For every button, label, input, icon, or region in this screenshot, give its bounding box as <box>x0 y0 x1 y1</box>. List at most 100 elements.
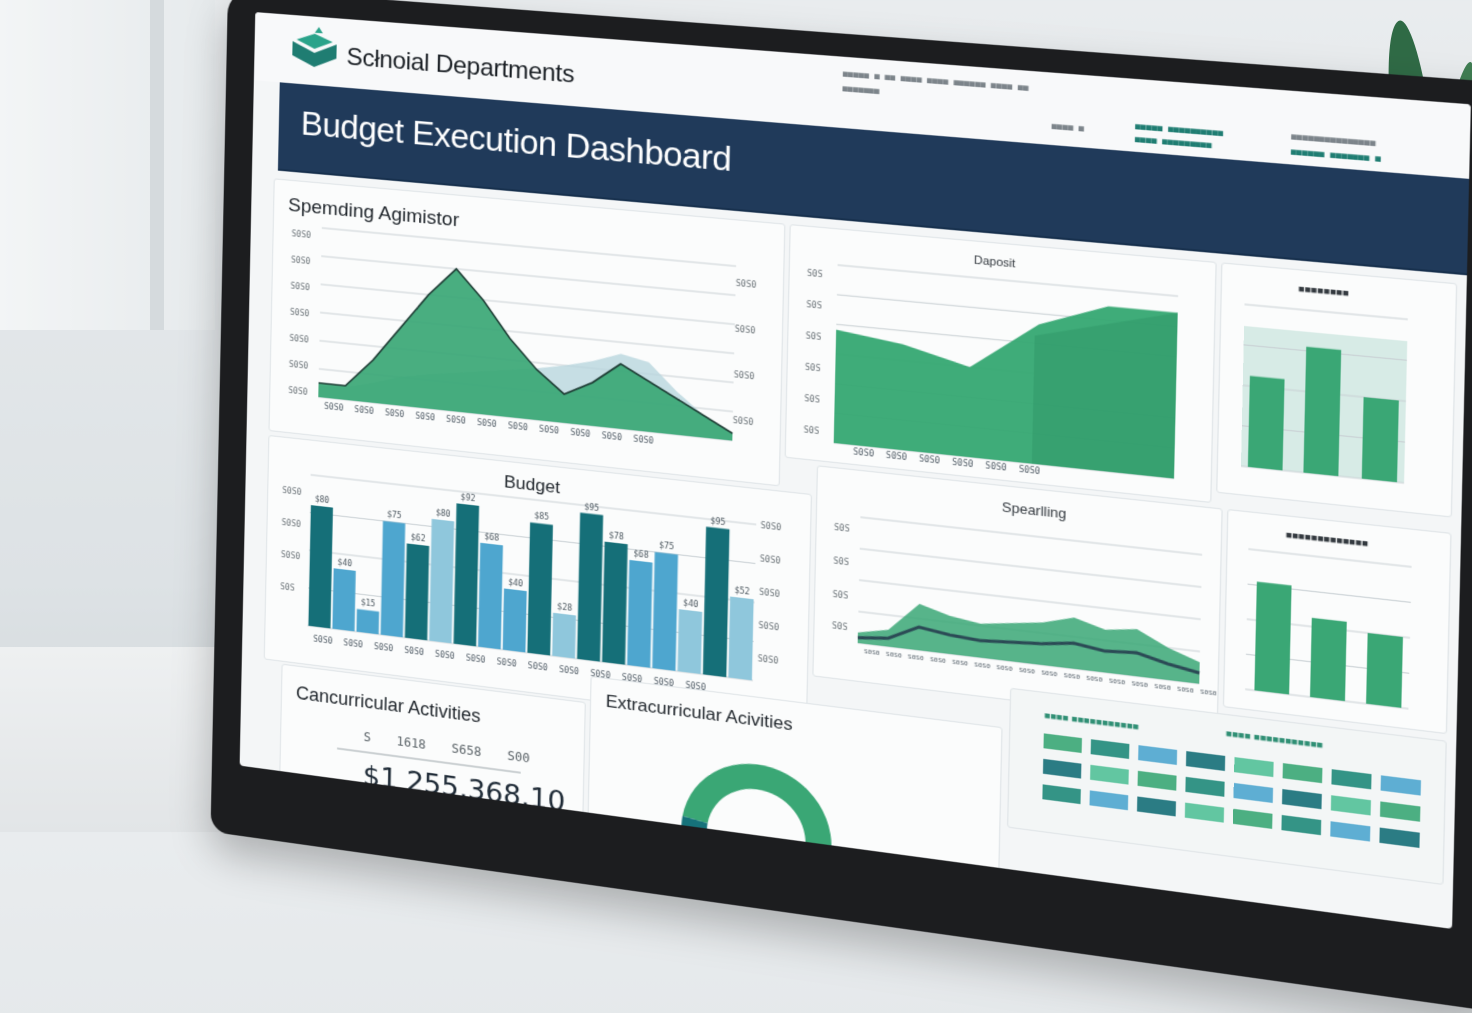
y-tick-label-right: S0S0 <box>733 416 754 427</box>
bar <box>652 552 678 671</box>
y-tick-label-right: S0S0 <box>734 370 755 381</box>
y-tick-label-right: S0S0 <box>758 621 779 633</box>
header-meta-text: ■■■■ ■ <box>1052 122 1085 134</box>
y-tick-label: S0S <box>806 300 822 311</box>
y-tick-label-right: S0S0 <box>735 324 756 335</box>
grid-block <box>1186 751 1225 771</box>
deposit-panel-title: Daposit <box>974 254 1016 270</box>
bar <box>1248 376 1285 471</box>
header-meta-text: ■■■■■■■ <box>842 84 879 96</box>
y-tick-label: S0S0 <box>282 486 301 497</box>
y-tick-label: S0S <box>806 331 822 342</box>
kpi-value: $1 255,368,10 <box>362 760 565 819</box>
bar <box>429 519 454 644</box>
gridline <box>860 517 1202 555</box>
extracurricular-title: Extracurricular Acivities <box>606 691 793 735</box>
extracurricular-donut-chart <box>658 731 855 929</box>
laptop: Scłnoial Departments ■■■■■ ■ ■■ ■■■■ ■■■… <box>210 0 1472 1013</box>
bar <box>703 527 730 678</box>
y-tick-label: S0S <box>832 590 848 601</box>
spending-panel-title: Spemding Agimistor <box>288 195 459 233</box>
bar <box>602 542 628 665</box>
grid-block <box>1330 821 1370 841</box>
department-heat-grid <box>1019 722 1435 882</box>
grid-block <box>1282 789 1322 809</box>
y-tick-label: S0S0 <box>281 550 300 561</box>
grid-block <box>1234 783 1274 803</box>
header-meta-text: ■■■■■■■■■■■■■■■ <box>1291 132 1376 148</box>
bar <box>627 560 652 668</box>
bar <box>1310 618 1347 701</box>
bar-value-label: $40 <box>337 558 352 569</box>
y-tick-label: S0S0 <box>291 229 310 240</box>
grid-block <box>1381 775 1421 795</box>
grid-block <box>1090 765 1129 785</box>
grid-legend-label: ■■■■ ■■■■■■■■■■■ <box>1226 728 1323 751</box>
bar-value-label: $80 <box>315 494 330 505</box>
y-tick-label-right: S0S0 <box>760 554 781 566</box>
bar-value-label: $78 <box>609 531 625 542</box>
y-tick-label: S0S0 <box>291 255 310 266</box>
bar-value-label: $85 <box>534 512 549 523</box>
bar-value-label: $28 <box>557 602 572 613</box>
grid-block <box>1090 790 1129 810</box>
bar <box>527 522 553 655</box>
spending-area-panel: Spemding Agimistor S0S0 S0S0 S0S0 S0S0 S… <box>268 178 785 486</box>
gridline <box>322 228 736 266</box>
bar-value-label: $80 <box>436 508 451 519</box>
grid-block <box>1331 795 1371 815</box>
grid-block <box>1185 803 1224 823</box>
header-meta-link[interactable]: ■■■■ ■■■■■■■■■ <box>1135 135 1212 151</box>
donut-slice <box>680 816 749 908</box>
bar-value-label: $92 <box>460 493 475 504</box>
bar <box>356 609 379 634</box>
deposit-area-chart <box>834 265 1178 479</box>
header-meta-link[interactable]: ■■■■■■ ■■■■■■■ ■ <box>1291 147 1381 164</box>
y-tick-label: S0S0 <box>281 518 300 529</box>
small-bar-panel-2: ■■■■■■■■■■■■■ <box>1223 509 1452 734</box>
y-tick-label: S0S0 <box>290 281 309 292</box>
y-tick-label: S0S <box>804 394 820 405</box>
small-bar-panel-2-title: ■■■■■■■■■■■■■ <box>1286 529 1369 549</box>
background-window <box>0 0 215 330</box>
extracurricular-panel: Extracurricular Acivities <box>587 676 1003 909</box>
bar <box>1254 582 1291 695</box>
grid-block <box>1091 739 1130 759</box>
bar <box>454 503 480 646</box>
grid-block <box>1137 796 1176 816</box>
grid-block <box>1185 777 1224 797</box>
bar-value-label: $95 <box>710 516 726 527</box>
bar-value-label: $40 <box>508 578 523 589</box>
grid-block <box>1379 828 1419 848</box>
y-tick-label: S0S <box>280 582 295 593</box>
budget-panel-title: Budget <box>504 472 560 499</box>
bar <box>1362 397 1399 482</box>
kpi-bottom-labels: SS SCS SI3 <box>405 804 516 833</box>
dashboard-screen: Scłnoial Departments ■■■■■ ■ ■■ ■■■■ ■■■… <box>240 12 1471 929</box>
y-tick-label: S0S0 <box>289 334 308 345</box>
bar-value-label: $15 <box>361 598 376 609</box>
y-tick-label-right: S0S0 <box>736 279 757 290</box>
bar <box>728 597 753 681</box>
small-bar-panel-title: ■■■■■■■■ <box>1298 283 1349 298</box>
gridline <box>1248 549 1411 567</box>
bar-value-label: $75 <box>659 541 675 552</box>
grid-block <box>1138 745 1177 765</box>
small-bar-chart <box>1241 304 1408 483</box>
bar <box>381 521 406 637</box>
cocurricular-title: Cancurricular Activities <box>296 683 481 728</box>
dashboard-title: Budget Execution Dashboard <box>301 104 732 179</box>
bar <box>552 613 576 659</box>
bar-value-label: $75 <box>387 510 402 521</box>
gridline <box>860 549 1202 587</box>
y-tick-label-right: S0S0 <box>758 654 779 666</box>
gridline <box>1245 304 1408 319</box>
small-bar-panel: ■■■■■■■■ <box>1216 262 1457 517</box>
bar-value-label: $68 <box>633 549 649 560</box>
grid-block <box>1281 815 1321 835</box>
donut-slice <box>682 755 833 881</box>
y-tick-label: S0S <box>807 269 823 280</box>
grid-block <box>1331 769 1371 789</box>
bar <box>308 505 333 628</box>
bar <box>503 588 527 652</box>
